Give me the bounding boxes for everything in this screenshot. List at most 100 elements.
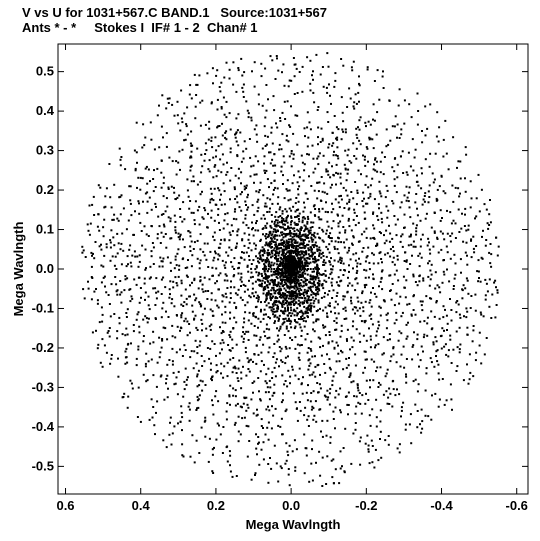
uv-point: [337, 172, 339, 175]
uv-point: [136, 186, 138, 189]
uv-point: [337, 352, 340, 355]
uv-point: [260, 272, 263, 275]
uv-point: [274, 78, 277, 80]
uv-point: [383, 156, 386, 158]
uv-point: [275, 462, 278, 465]
uv-point: [402, 275, 405, 278]
uv-point: [282, 318, 285, 320]
uv-point: [269, 231, 272, 234]
uv-point: [304, 192, 307, 195]
uv-point: [298, 262, 301, 265]
uv-point: [176, 114, 179, 117]
uv-point: [162, 213, 165, 215]
uv-point: [300, 296, 303, 299]
uv-point: [269, 162, 272, 165]
uv-point: [355, 215, 358, 217]
uv-point: [388, 333, 391, 335]
uv-point: [291, 249, 294, 252]
uv-point: [403, 226, 406, 229]
y-tick-label: 0.0: [36, 261, 54, 276]
uv-point: [273, 179, 276, 182]
uv-point: [352, 235, 355, 238]
uv-point: [280, 289, 283, 292]
uv-point: [282, 310, 285, 313]
uv-point: [443, 329, 445, 332]
uv-point: [379, 438, 381, 440]
uv-point: [401, 233, 404, 236]
uv-point: [245, 147, 248, 150]
uv-point: [309, 59, 312, 62]
uv-point: [113, 183, 116, 186]
uv-point: [263, 205, 266, 208]
uv-point: [135, 318, 138, 321]
uv-point: [278, 329, 281, 332]
uv-point: [276, 316, 279, 319]
uv-point: [291, 244, 294, 247]
uv-point: [325, 86, 328, 89]
uv-point: [297, 299, 300, 302]
uv-point: [302, 281, 305, 284]
uv-point: [103, 344, 106, 347]
uv-point: [199, 280, 202, 283]
uv-point: [243, 188, 246, 191]
uv-point: [252, 360, 254, 363]
uv-point: [188, 93, 191, 96]
uv-point: [419, 320, 422, 323]
uv-point: [379, 280, 382, 283]
uv-point: [369, 379, 371, 382]
uv-point: [322, 309, 325, 312]
uv-point: [261, 147, 264, 150]
uv-point: [425, 367, 428, 370]
uv-point: [324, 261, 327, 264]
uv-point: [224, 292, 227, 295]
uv-point: [427, 275, 430, 278]
uv-point: [300, 329, 303, 332]
uv-point: [350, 336, 353, 339]
uv-point: [229, 179, 232, 182]
uv-point: [255, 265, 258, 268]
uv-point: [371, 323, 374, 326]
uv-point: [229, 349, 232, 352]
uv-point: [356, 309, 359, 312]
uv-point: [129, 300, 132, 303]
uv-point: [308, 121, 311, 124]
uv-point: [175, 376, 178, 379]
uv-point: [377, 262, 380, 265]
uv-point: [273, 352, 276, 355]
uv-point: [294, 469, 297, 472]
uv-point: [367, 444, 370, 447]
uv-point: [184, 267, 187, 269]
uv-point: [256, 408, 258, 411]
uv-point: [491, 293, 494, 296]
uv-point: [219, 326, 221, 329]
uv-point: [313, 293, 316, 295]
uv-point: [377, 459, 380, 462]
uv-point: [225, 410, 228, 413]
uv-point: [284, 208, 287, 211]
uv-point: [328, 392, 331, 395]
uv-point: [174, 382, 177, 385]
uv-point: [117, 219, 120, 222]
uv-point: [364, 366, 366, 369]
uv-point: [240, 285, 242, 287]
uv-point: [319, 474, 322, 477]
uv-point: [159, 242, 162, 244]
uv-point: [342, 262, 345, 265]
uv-point: [300, 316, 303, 318]
uv-point: [270, 293, 273, 296]
uv-point: [220, 362, 223, 365]
uv-point: [179, 129, 182, 132]
uv-point: [144, 268, 147, 271]
uv-point: [306, 292, 308, 295]
uv-point: [174, 255, 177, 258]
uv-point: [293, 174, 295, 177]
uv-point: [201, 365, 204, 367]
uv-point: [252, 312, 255, 315]
plot-subtitle: Ants * - * Stokes I IF# 1 - 2 Chan# 1: [22, 20, 258, 35]
uv-point: [127, 219, 130, 222]
uv-point: [181, 416, 184, 419]
uv-point: [306, 418, 309, 421]
uv-point: [471, 340, 474, 343]
uv-point: [117, 357, 119, 360]
uv-point: [270, 249, 273, 252]
